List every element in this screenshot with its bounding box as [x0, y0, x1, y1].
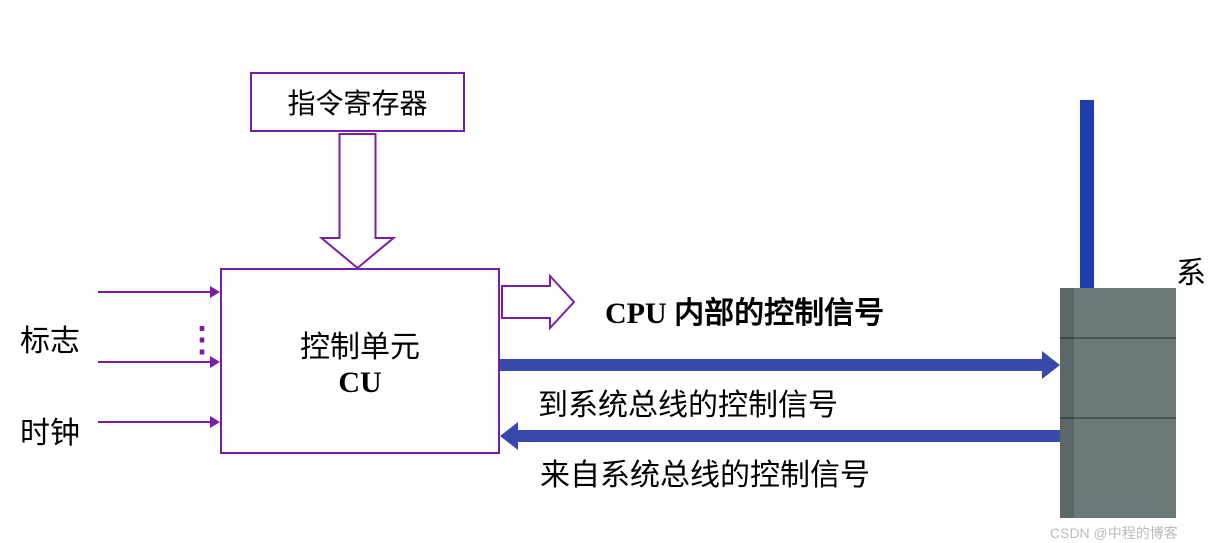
blue-bar [1080, 100, 1094, 290]
vertical-dots: ⋮ [185, 320, 219, 360]
gray-panel [1060, 288, 1176, 518]
control-unit-line1: 控制单元 [300, 322, 420, 366]
instruction-register-label: 指令寄存器 [287, 82, 427, 122]
register-to-cu-arrow [322, 134, 394, 268]
control-unit-line2: CU [338, 366, 381, 400]
flag-label: 标志 [20, 316, 80, 360]
cpu-internal-signal-label: CPU 内部的控制信号 [605, 288, 884, 332]
system-label: 系 [1176, 248, 1206, 292]
clock-label: 时钟 [20, 408, 80, 452]
watermark: CSDN @中程的博客 [1050, 523, 1178, 543]
to-bus-arrow [500, 351, 1060, 379]
control-unit-box: 控制单元 CU [220, 268, 500, 454]
to-bus-signal-label: 到系统总线的控制信号 [538, 380, 838, 424]
from-bus-arrow [500, 422, 1060, 450]
from-bus-signal-label: 来自系统总线的控制信号 [540, 450, 870, 494]
cpu-signal-arrow [502, 276, 574, 328]
instruction-register-box: 指令寄存器 [250, 72, 465, 132]
